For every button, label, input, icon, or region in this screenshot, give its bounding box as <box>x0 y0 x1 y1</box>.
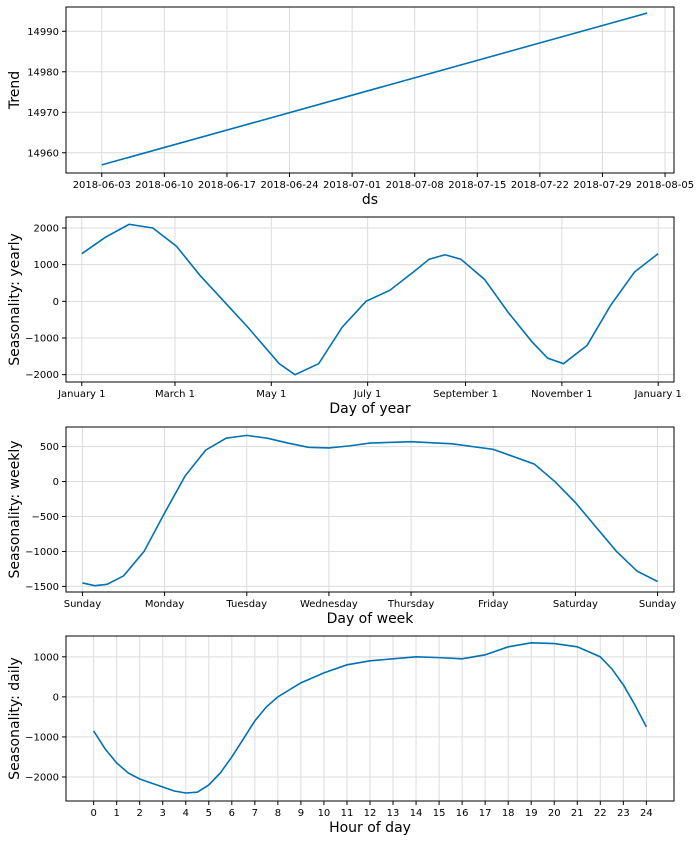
x-tick-label: Friday <box>478 599 508 610</box>
y-tick-label: 14980 <box>27 67 59 78</box>
x-tick-label: 2018-07-22 <box>511 180 569 191</box>
x-tick-label: 2018-06-10 <box>135 180 193 191</box>
series-line-1 <box>81 223 659 376</box>
x-tick-label: 21 <box>571 808 584 819</box>
x-tick-label: 2018-07-29 <box>573 180 631 191</box>
x-tick-label: 24 <box>640 808 653 819</box>
x-axis-label: Hour of day <box>329 820 411 836</box>
x-tick-label: 13 <box>387 808 400 819</box>
x-tick-label: 2018-07-08 <box>386 180 444 191</box>
y-tick-label: −2000 <box>25 370 59 381</box>
x-tick-label: September 1 <box>433 389 498 400</box>
x-tick-label: 8 <box>275 808 281 819</box>
chart-panel-1: 2018-06-03 2018-06-10 2018-06-17 2018-06-24… <box>7 6 694 208</box>
x-tick-label: 9 <box>298 808 304 819</box>
x-tick-label: 0 <box>90 808 96 819</box>
x-tick-label: Sunday <box>639 599 676 610</box>
series-line-1 <box>82 434 658 587</box>
x-tick-label: Monday <box>145 599 185 610</box>
x-tick-label: Wednesday <box>300 599 358 610</box>
y-tick-label: −1000 <box>25 547 59 558</box>
x-tick-label: 5 <box>206 808 212 819</box>
y-tick-label: 1000 <box>34 260 59 271</box>
x-tick-label: March 1 <box>155 389 195 400</box>
axes-frame <box>65 6 675 174</box>
x-tick-label: 2018-06-24 <box>260 180 318 191</box>
y-axis-label: Seasonality: weekly <box>7 440 23 578</box>
y-tick-label: 0 <box>53 477 59 488</box>
x-tick-label: 6 <box>229 808 235 819</box>
x-tick-label: 3 <box>160 808 166 819</box>
x-tick-label: 22 <box>594 808 607 819</box>
y-tick-label: 14970 <box>27 108 59 119</box>
axes-frame <box>65 426 675 593</box>
x-tick-label: 7 <box>252 808 258 819</box>
x-tick-label: 2018-07-01 <box>323 180 381 191</box>
y-tick-label: −1500 <box>25 582 59 593</box>
series-line-1 <box>92 642 648 794</box>
x-tick-label: 19 <box>525 808 538 819</box>
x-tick-label: Sunday <box>64 599 101 610</box>
x-tick-label: 12 <box>364 808 377 819</box>
y-tick-label: 14990 <box>27 27 59 38</box>
x-axis-label: ds <box>362 192 378 208</box>
x-tick-label: 2018-06-03 <box>73 180 131 191</box>
x-tick-label: 11 <box>341 808 354 819</box>
y-tick-label: −1000 <box>25 334 59 345</box>
series-line-1 <box>101 12 648 166</box>
y-axis-label: Seasonality: yearly <box>7 233 23 366</box>
x-tick-label: Thursday <box>387 599 435 610</box>
x-tick-label: 2018-06-17 <box>198 180 256 191</box>
x-tick-label: 20 <box>548 808 561 819</box>
chart-panel-3: Sunday Monday Tuesday Wednesday Thursday Frid… <box>7 426 676 627</box>
y-tick-label: −1000 <box>25 732 59 743</box>
y-tick-label: −500 <box>32 512 59 523</box>
y-tick-label: 2000 <box>34 224 59 235</box>
x-tick-label: 10 <box>318 808 331 819</box>
x-tick-label: 2018-07-15 <box>448 180 506 191</box>
x-tick-label: November 1 <box>531 389 593 400</box>
x-tick-label: 16 <box>456 808 469 819</box>
axes-frame <box>65 216 675 383</box>
x-tick-label: 15 <box>433 808 446 819</box>
y-tick-label: 1000 <box>34 652 59 663</box>
x-tick-label: 1 <box>113 808 119 819</box>
y-tick-label: −2000 <box>25 772 59 783</box>
x-tick-label: January 1 <box>57 389 105 400</box>
y-tick-label: 0 <box>53 692 59 703</box>
y-tick-label: 14960 <box>27 148 59 159</box>
x-tick-label: 23 <box>617 808 630 819</box>
x-tick-label: Saturday <box>553 599 598 610</box>
y-tick-label: 0 <box>53 297 59 308</box>
chart-panel-4: 0 1 2 3 4 5 6 7 8 9 10 11 12 13 14 15 16 17 18 19 20 21 22 23 24… <box>7 635 675 836</box>
y-axis-label: Seasonality: daily <box>7 657 23 780</box>
y-axis-label: Trend <box>7 71 23 110</box>
x-axis-label: Day of week <box>327 611 415 627</box>
x-tick-label: May 1 <box>256 389 286 400</box>
x-axis-label: Day of year <box>329 401 411 417</box>
x-tick-label: 2018-08-05 <box>636 180 694 191</box>
x-tick-label: July 1 <box>353 389 382 400</box>
x-tick-label: 2 <box>137 808 143 819</box>
x-tick-label: Tuesday <box>225 599 267 610</box>
x-tick-label: 18 <box>502 808 515 819</box>
x-tick-label: 14 <box>410 808 423 819</box>
x-tick-label: 17 <box>479 808 492 819</box>
x-tick-label: 4 <box>183 808 189 819</box>
x-tick-label: January 1 <box>633 389 681 400</box>
y-tick-label: 500 <box>40 442 59 453</box>
chart-panel-2: January 1 March 1 May 1 July 1 September 1 No… <box>7 216 682 417</box>
